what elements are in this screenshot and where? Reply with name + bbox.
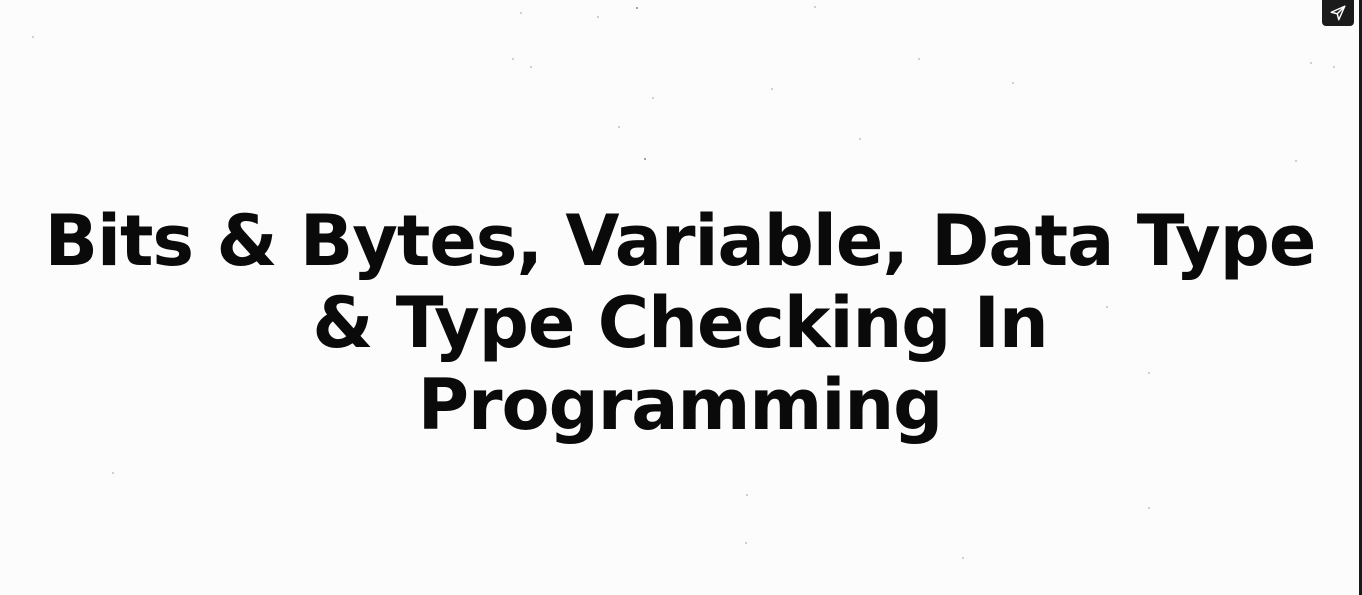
speck [962,557,964,559]
send-icon [1329,4,1347,22]
slide-title: Bits & Bytes, Variable, Data Type & Type… [44,200,1317,446]
speck [918,58,920,60]
speck [597,16,599,18]
speck [859,138,861,140]
speck [520,12,522,14]
speck [814,6,816,8]
speck [644,158,646,160]
speck [1148,372,1150,374]
speck [636,7,638,9]
share-button[interactable] [1322,0,1354,26]
speck [1310,62,1312,64]
speck [1295,160,1297,162]
speck [530,66,532,68]
speck [745,542,747,544]
speck [771,88,773,90]
speck [1333,66,1335,68]
speck [1106,306,1108,308]
speck [618,126,620,128]
speck [32,36,34,38]
speck [652,97,654,99]
speck [512,58,514,60]
speck [1148,507,1150,509]
speck [1012,82,1014,84]
speck [746,494,748,496]
frame-edge [1359,0,1362,595]
speck [112,472,114,474]
